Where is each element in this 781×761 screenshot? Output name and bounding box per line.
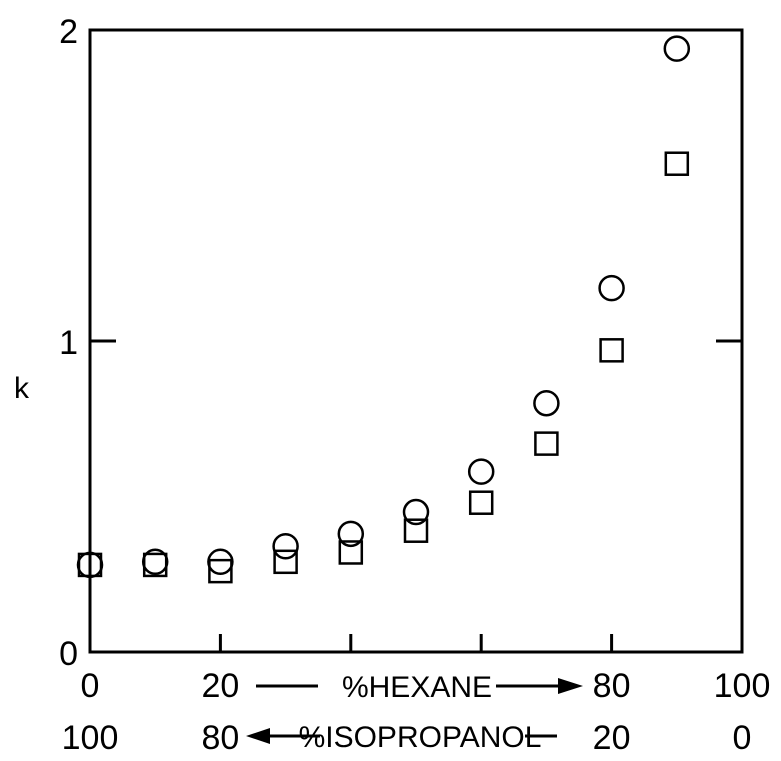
data-point-square [534, 431, 559, 456]
data-point-square [273, 549, 298, 575]
data-point-circle [402, 498, 430, 526]
y-tick-label: 1 [59, 324, 78, 362]
y-tick-label: 0 [59, 635, 78, 673]
data-point-square [142, 552, 168, 578]
data-point-circle [272, 533, 299, 560]
plot-frame [88, 28, 744, 654]
data-point-circle [337, 520, 365, 548]
data-point-circle [598, 274, 625, 302]
data-point-square [208, 558, 233, 584]
x-axis-title-bottom: %ISOPROPANOL [299, 721, 542, 754]
data-point-square [599, 338, 624, 363]
data-point-square [664, 151, 690, 176]
x-tick-label-bottom: 80 [201, 719, 239, 757]
x-axis-title-top: %HEXANE [342, 671, 492, 704]
x-tick-label-bottom: 20 [593, 719, 631, 757]
x-tick-label-bottom: 0 [733, 719, 752, 757]
data-point-circle [467, 458, 495, 485]
x-tick-label-bottom: 100 [62, 719, 119, 757]
y-axis-label: k [14, 372, 30, 405]
data-point-square [338, 540, 364, 565]
data-point-square [403, 518, 429, 543]
x-axis-title-bottom-arrow [246, 728, 557, 744]
y-tick-label: 2 [59, 13, 78, 51]
data-point-circle [207, 548, 234, 576]
x-tick-label-top: 100 [714, 667, 771, 705]
data-point-circle [663, 35, 691, 62]
data-point-square [77, 552, 103, 578]
x-tick-label-top: 20 [201, 667, 239, 705]
x-tick-label-top: 0 [81, 667, 100, 705]
data-point-circle [533, 389, 560, 417]
x-tick-label-top: 80 [593, 667, 631, 705]
data-point-square [468, 490, 494, 515]
x-axis-title-top-arrow [256, 678, 583, 694]
